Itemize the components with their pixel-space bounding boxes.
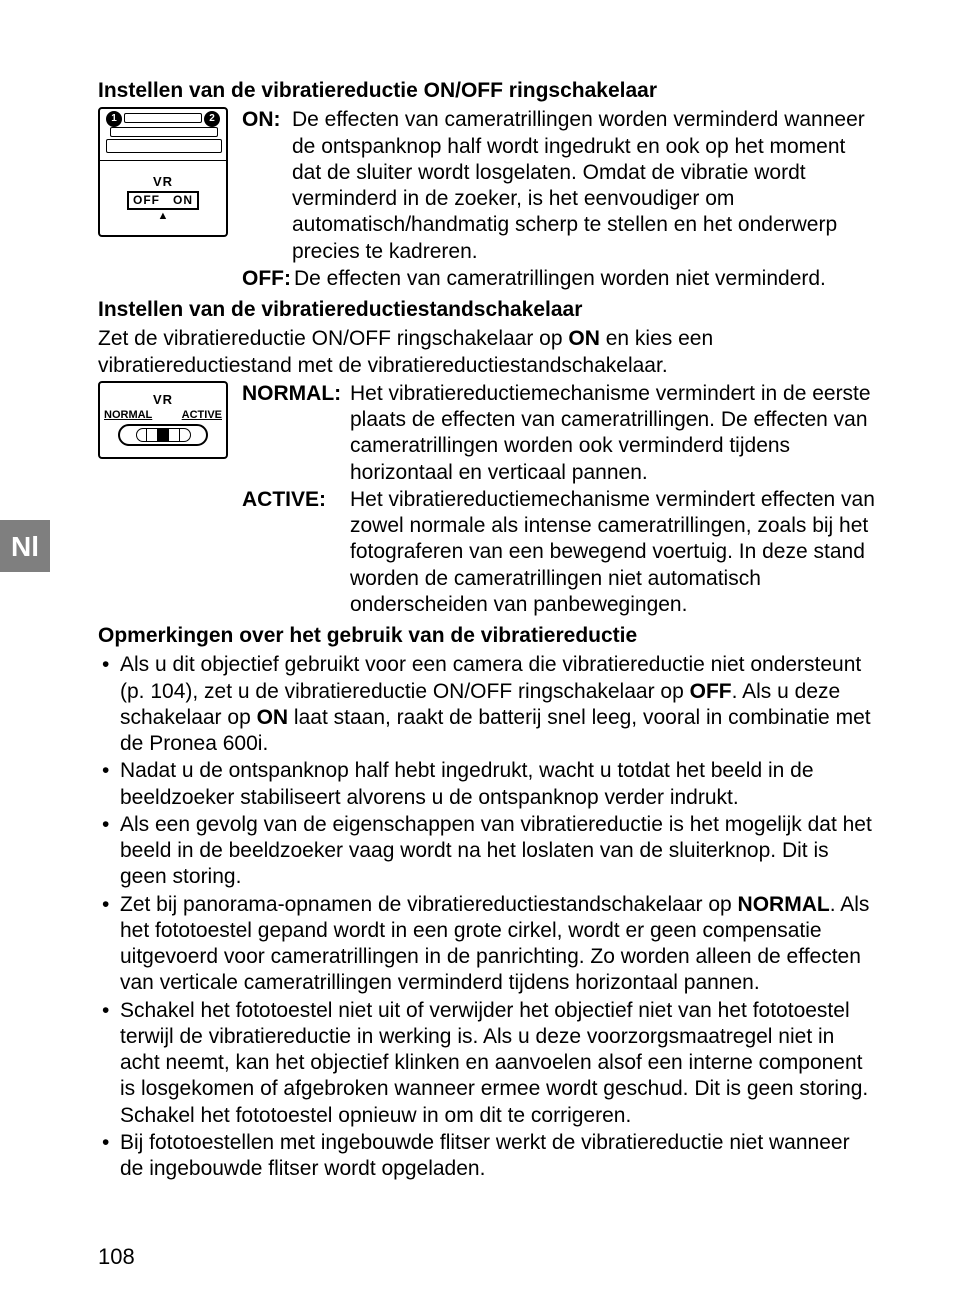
def-normal-body: Het vibratiereductiemechanisme verminder… xyxy=(344,381,876,486)
figure-vr-ring: 1 2 VR OFF ON ▲ xyxy=(98,107,228,237)
def-off-label: OFF: xyxy=(242,266,288,292)
intro-a: Zet de vibratiereductie ON/OFF ringschak… xyxy=(98,327,568,350)
section1-defs: ON: De effecten van cameratrillingen wor… xyxy=(242,107,876,293)
vr-label: VR xyxy=(153,174,173,190)
badge-2-icon: 2 xyxy=(204,111,220,127)
vr-label-2: VR xyxy=(153,392,173,408)
intro-b: ON xyxy=(568,327,600,350)
language-tab: Nl xyxy=(0,520,50,572)
badge-1-icon: 1 xyxy=(106,111,122,127)
def-active-label: ACTIVE: xyxy=(242,487,344,618)
section1-title: Instellen van de vibratiereductie ON/OFF… xyxy=(98,78,876,104)
list-item: Schakel het fototoestel niet uit of verw… xyxy=(98,998,876,1129)
arrow-up-icon: ▲ xyxy=(158,211,169,222)
off-on-label: OFF ON xyxy=(127,191,199,210)
def-on-label: ON: xyxy=(242,107,286,265)
def-on-body: De effecten van cameratrillingen worden … xyxy=(286,107,876,265)
page-number: 108 xyxy=(98,1243,135,1271)
section2-intro: Zet de vibratiereductie ON/OFF ringschak… xyxy=(98,326,876,379)
section3-title: Opmerkingen over het gebruik van de vibr… xyxy=(98,623,876,649)
active-label: ACTIVE xyxy=(182,409,222,423)
notes-list: Als u dit objectief gebruikt voor een ca… xyxy=(98,652,876,1182)
list-item: Bij fototoestellen met ingebouwde flitse… xyxy=(98,1130,876,1183)
def-active-body: Het vibratiereductiemechanisme verminder… xyxy=(344,487,876,618)
def-normal-label: NORMAL: xyxy=(242,381,344,486)
figure-vr-mode: VR NORMAL ACTIVE xyxy=(98,381,228,459)
list-item: Nadat u de ontspanknop half hebt ingedru… xyxy=(98,758,876,811)
mode-switch-icon xyxy=(118,424,208,446)
section1-row: 1 2 VR OFF ON ▲ ON: De effecten van came… xyxy=(98,107,876,293)
def-off-body: De effecten van cameratrillingen worden … xyxy=(288,266,826,292)
list-item: Als een gevolg van de eigenschappen van … xyxy=(98,812,876,891)
section2-title: Instellen van de vibratiereductiestandsc… xyxy=(98,297,876,323)
normal-label: NORMAL xyxy=(104,409,152,423)
list-item: Zet bij panorama-opnamen de vibratieredu… xyxy=(98,892,876,997)
section2-defs: NORMAL: Het vibratiereductiemechanisme v… xyxy=(242,381,876,619)
list-item: Als u dit objectief gebruikt voor een ca… xyxy=(98,652,876,757)
section2-row: VR NORMAL ACTIVE NORMAL: Het vibratiered… xyxy=(98,381,876,619)
